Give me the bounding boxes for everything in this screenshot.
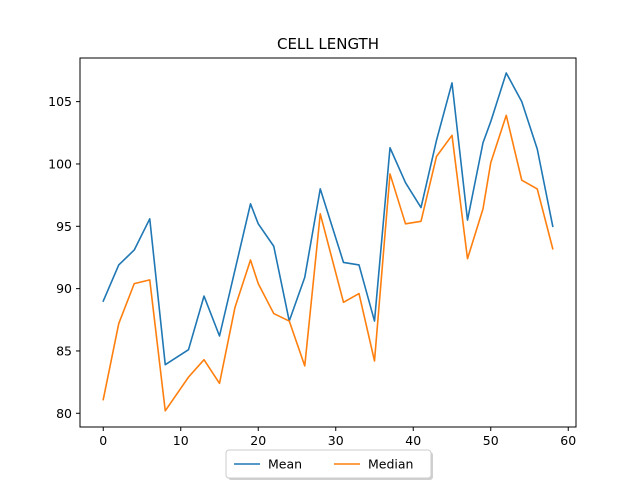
- y-tick-label: 105: [48, 94, 72, 109]
- x-tick-label: 40: [405, 433, 421, 448]
- x-tick-label: 10: [173, 433, 189, 448]
- legend-box: [225, 449, 432, 479]
- series-line-median: [102, 114, 554, 412]
- y-tick-label: 90: [56, 281, 72, 296]
- series-line-mean: [102, 72, 554, 366]
- y-tick-label: 85: [56, 343, 72, 358]
- x-tick-label: 20: [250, 433, 266, 448]
- x-tick-label: 50: [483, 433, 499, 448]
- plot-frame: [79, 57, 577, 428]
- x-tick-label: 0: [99, 433, 107, 448]
- y-tick-label: 95: [56, 219, 72, 234]
- legend-label-mean: Mean: [268, 457, 302, 472]
- legend: Mean Median: [225, 449, 433, 480]
- y-tick-label: 80: [56, 406, 72, 421]
- axes-layer: 0 10 20 30 40 50 60 80 85 90 95 100 105: [48, 57, 577, 448]
- x-tick-label: 60: [560, 433, 576, 448]
- series-layer: [102, 72, 554, 412]
- y-tick-label: 100: [48, 156, 72, 171]
- chart-title: CELL LENGTH: [277, 35, 379, 53]
- legend-label-median: Median: [368, 457, 413, 472]
- x-tick-label: 30: [328, 433, 344, 448]
